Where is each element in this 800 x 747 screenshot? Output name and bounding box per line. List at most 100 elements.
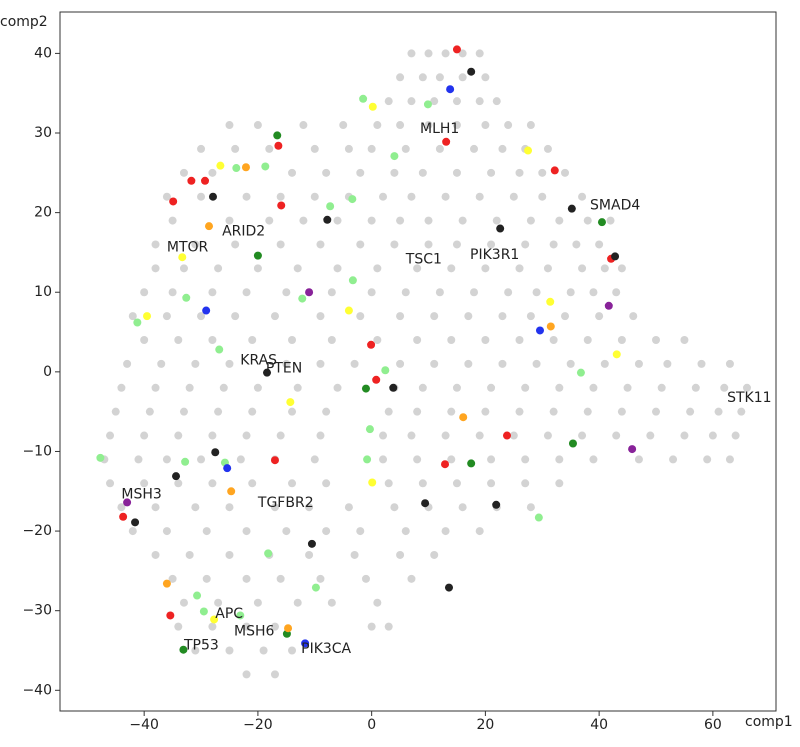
point xyxy=(589,455,598,464)
point xyxy=(301,639,310,648)
point xyxy=(123,498,132,507)
y-tick-label: −40 xyxy=(22,682,52,698)
y-tick-label: −10 xyxy=(22,443,52,459)
point xyxy=(549,407,558,416)
point xyxy=(521,383,530,392)
point xyxy=(424,240,433,249)
point xyxy=(680,431,689,440)
point xyxy=(481,336,490,345)
point xyxy=(282,288,291,297)
point xyxy=(327,288,336,297)
point xyxy=(430,312,439,321)
point xyxy=(172,472,181,481)
point xyxy=(242,670,251,679)
point xyxy=(368,102,377,111)
point xyxy=(242,288,251,297)
point xyxy=(151,264,160,273)
gene-label: TSC1 xyxy=(405,252,442,268)
point xyxy=(373,264,382,273)
point xyxy=(498,359,507,368)
point xyxy=(546,297,555,306)
point xyxy=(663,359,672,368)
point xyxy=(322,168,331,177)
point xyxy=(538,192,547,201)
point xyxy=(504,288,513,297)
point xyxy=(348,195,357,204)
gene-label: MTOR xyxy=(167,240,209,256)
point xyxy=(286,398,295,407)
point xyxy=(555,455,564,464)
point xyxy=(634,359,643,368)
point xyxy=(464,312,473,321)
point xyxy=(241,163,250,172)
point xyxy=(128,312,137,321)
point xyxy=(253,251,262,260)
point xyxy=(578,431,587,440)
point xyxy=(597,218,606,227)
point xyxy=(459,413,468,422)
point xyxy=(276,192,285,201)
point xyxy=(181,457,190,466)
point xyxy=(475,192,484,201)
point xyxy=(703,455,712,464)
gene-label: STK11 xyxy=(727,390,771,406)
point xyxy=(487,168,496,177)
point xyxy=(373,598,382,607)
point xyxy=(356,527,365,536)
point xyxy=(503,431,512,440)
point xyxy=(458,216,467,225)
point xyxy=(191,503,200,512)
point xyxy=(390,240,399,249)
point xyxy=(595,240,604,249)
point xyxy=(583,336,592,345)
point xyxy=(310,192,319,201)
point xyxy=(583,216,592,225)
point xyxy=(197,192,206,201)
point xyxy=(543,431,552,440)
point xyxy=(179,645,188,654)
point xyxy=(368,478,377,487)
point xyxy=(216,161,225,170)
point xyxy=(270,312,279,321)
point xyxy=(617,336,626,345)
point xyxy=(498,144,507,153)
point xyxy=(263,368,272,377)
point xyxy=(270,456,279,465)
point xyxy=(162,527,171,536)
point xyxy=(441,527,450,536)
point xyxy=(464,359,473,368)
point xyxy=(253,598,262,607)
point xyxy=(458,503,467,512)
point xyxy=(128,527,137,536)
point xyxy=(467,67,476,76)
point xyxy=(131,518,140,527)
point xyxy=(307,539,316,548)
point xyxy=(197,144,206,153)
x-tick-label: 60 xyxy=(704,717,722,733)
point xyxy=(225,121,234,130)
point xyxy=(316,574,325,583)
point xyxy=(441,49,450,58)
point xyxy=(691,383,700,392)
point xyxy=(231,240,240,249)
point xyxy=(288,479,297,488)
point xyxy=(323,215,332,224)
point xyxy=(396,312,405,321)
point xyxy=(185,550,194,559)
point xyxy=(185,383,194,392)
point xyxy=(140,431,149,440)
point xyxy=(197,312,206,321)
point xyxy=(629,312,638,321)
point xyxy=(423,100,432,109)
point xyxy=(442,137,451,146)
point xyxy=(418,383,427,392)
point xyxy=(162,455,171,464)
point xyxy=(316,431,325,440)
point xyxy=(652,336,661,345)
point xyxy=(441,460,450,469)
point xyxy=(447,407,456,416)
point xyxy=(151,383,160,392)
point xyxy=(441,192,450,201)
y-tick-label: −20 xyxy=(22,523,52,539)
point xyxy=(407,192,416,201)
